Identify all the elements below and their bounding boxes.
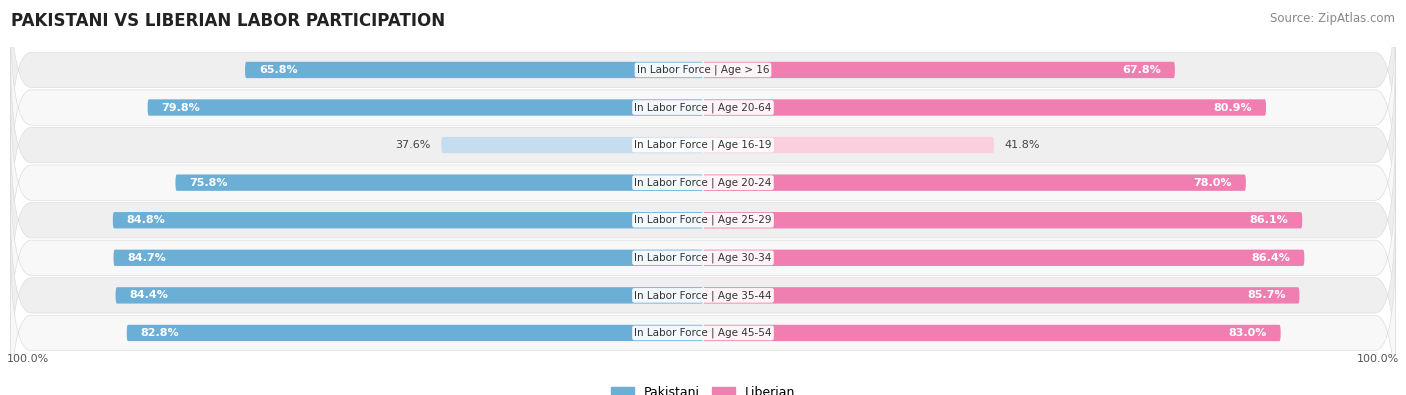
- Text: In Labor Force | Age 45-54: In Labor Force | Age 45-54: [634, 328, 772, 338]
- Text: 67.8%: 67.8%: [1122, 65, 1161, 75]
- FancyBboxPatch shape: [112, 212, 703, 228]
- FancyBboxPatch shape: [127, 325, 703, 341]
- FancyBboxPatch shape: [703, 62, 1175, 78]
- FancyBboxPatch shape: [10, 50, 1396, 240]
- Text: In Labor Force | Age 35-44: In Labor Force | Age 35-44: [634, 290, 772, 301]
- FancyBboxPatch shape: [114, 250, 703, 266]
- Text: In Labor Force | Age 25-29: In Labor Force | Age 25-29: [634, 215, 772, 226]
- FancyBboxPatch shape: [10, 238, 1396, 395]
- Text: 83.0%: 83.0%: [1229, 328, 1267, 338]
- FancyBboxPatch shape: [148, 100, 703, 116]
- Text: 84.4%: 84.4%: [129, 290, 169, 300]
- FancyBboxPatch shape: [10, 125, 1396, 315]
- Text: In Labor Force | Age 20-24: In Labor Force | Age 20-24: [634, 177, 772, 188]
- FancyBboxPatch shape: [10, 13, 1396, 203]
- Text: In Labor Force | Age 30-34: In Labor Force | Age 30-34: [634, 252, 772, 263]
- FancyBboxPatch shape: [245, 62, 703, 78]
- Text: 100.0%: 100.0%: [1357, 354, 1399, 364]
- FancyBboxPatch shape: [10, 200, 1396, 390]
- Text: In Labor Force | Age 16-19: In Labor Force | Age 16-19: [634, 140, 772, 150]
- Text: 80.9%: 80.9%: [1213, 103, 1253, 113]
- Text: 84.7%: 84.7%: [128, 253, 166, 263]
- FancyBboxPatch shape: [703, 137, 994, 153]
- Text: PAKISTANI VS LIBERIAN LABOR PARTICIPATION: PAKISTANI VS LIBERIAN LABOR PARTICIPATIO…: [11, 12, 446, 30]
- Text: In Labor Force | Age > 16: In Labor Force | Age > 16: [637, 65, 769, 75]
- FancyBboxPatch shape: [115, 287, 703, 303]
- FancyBboxPatch shape: [703, 100, 1265, 116]
- FancyBboxPatch shape: [441, 137, 703, 153]
- FancyBboxPatch shape: [703, 175, 1246, 191]
- FancyBboxPatch shape: [10, 0, 1396, 165]
- FancyBboxPatch shape: [176, 175, 703, 191]
- FancyBboxPatch shape: [703, 212, 1302, 228]
- Text: 37.6%: 37.6%: [395, 140, 430, 150]
- FancyBboxPatch shape: [703, 287, 1299, 303]
- FancyBboxPatch shape: [703, 250, 1305, 266]
- Text: 86.1%: 86.1%: [1250, 215, 1288, 225]
- Text: 78.0%: 78.0%: [1194, 178, 1232, 188]
- Text: 75.8%: 75.8%: [190, 178, 228, 188]
- Text: 65.8%: 65.8%: [259, 65, 298, 75]
- Text: 100.0%: 100.0%: [7, 354, 49, 364]
- FancyBboxPatch shape: [10, 88, 1396, 278]
- Text: 79.8%: 79.8%: [162, 103, 200, 113]
- Text: 85.7%: 85.7%: [1247, 290, 1285, 300]
- FancyBboxPatch shape: [703, 325, 1281, 341]
- Text: Source: ZipAtlas.com: Source: ZipAtlas.com: [1270, 12, 1395, 25]
- Text: In Labor Force | Age 20-64: In Labor Force | Age 20-64: [634, 102, 772, 113]
- Text: 86.4%: 86.4%: [1251, 253, 1291, 263]
- Text: 41.8%: 41.8%: [1004, 140, 1040, 150]
- Text: 84.8%: 84.8%: [127, 215, 166, 225]
- Text: 82.8%: 82.8%: [141, 328, 180, 338]
- Legend: Pakistani, Liberian: Pakistani, Liberian: [612, 386, 794, 395]
- FancyBboxPatch shape: [10, 163, 1396, 353]
